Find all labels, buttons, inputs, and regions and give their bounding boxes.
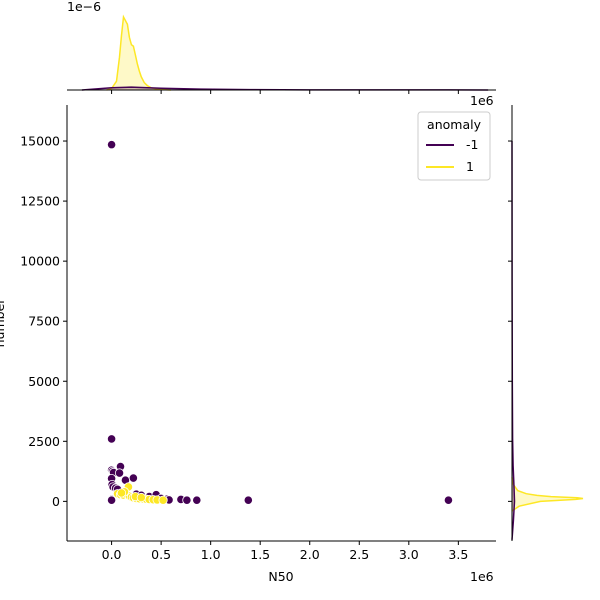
y-axis-label: number	[0, 298, 7, 348]
y-tick-label: 10000	[20, 254, 60, 269]
y-tick-label: 15000	[20, 134, 60, 149]
scatter-point	[182, 495, 192, 505]
y-tick-label: 0	[52, 494, 60, 509]
legend-entry-minus-one: -1	[466, 137, 478, 152]
scatter-point	[243, 495, 253, 505]
x-tick-label: 0.5	[151, 547, 171, 562]
scatter-points	[106, 140, 454, 505]
y-axis-ticks: 0 2500 5000 7500 10000 12500 15000	[20, 134, 67, 509]
x-tick-label: 3.5	[448, 547, 468, 562]
legend-entry-one: 1	[466, 159, 474, 174]
right-density-fill	[512, 477, 583, 511]
x-axis-offset-label: 1e6	[470, 569, 494, 584]
legend: anomaly -1 1	[417, 111, 491, 181]
y-tick-label: 5000	[28, 374, 60, 389]
x-tick-label: 0.0	[102, 547, 122, 562]
legend-title: anomaly	[427, 117, 482, 132]
top-marginal-plot: 1e−6	[67, 0, 496, 94]
right-density-line	[511, 477, 584, 512]
right-marginal-offset-label: 1e6	[470, 93, 494, 108]
right-marginal-ticks	[508, 140, 512, 502]
right-marginal-plot: 1e6	[470, 93, 584, 541]
scatter-point	[114, 468, 125, 478]
scatter-point	[192, 495, 202, 505]
top-density-fill	[106, 17, 172, 90]
y-tick-label: 2500	[28, 434, 60, 449]
scatter-point	[116, 488, 127, 498]
x-axis-label: N50	[268, 569, 293, 584]
x-tick-label: 2.0	[300, 547, 320, 562]
scatter-point	[136, 492, 146, 503]
scatter-point	[106, 140, 117, 150]
x-tick-label: 1.5	[250, 547, 270, 562]
x-tick-label: 2.5	[349, 547, 369, 562]
scatter-point	[106, 434, 117, 444]
x-tick-label: 3.0	[399, 547, 419, 562]
y-tick-label: 12500	[20, 194, 60, 209]
top-marginal-offset-label: 1e−6	[67, 0, 101, 14]
scatter-point	[443, 495, 454, 505]
main-scatter-plot: 0.0 0.5 1.0 1.5 2.0 2.5 3.0 3.5 025005000750010…	[0, 105, 496, 584]
x-tick-label: 1.0	[201, 547, 221, 562]
scatter-point	[128, 473, 138, 483]
top-marginal-ticks	[111, 90, 459, 94]
right-marginal-density	[511, 140, 584, 540]
scatter-point	[158, 495, 168, 505]
y-tick-label: 7500	[28, 314, 60, 329]
top-marginal-density	[81, 14, 489, 91]
scatter-point	[106, 495, 117, 505]
x-axis-ticks: 0.0 0.5 1.0 1.5 2.0 2.5 3.0 3.5	[102, 541, 468, 562]
